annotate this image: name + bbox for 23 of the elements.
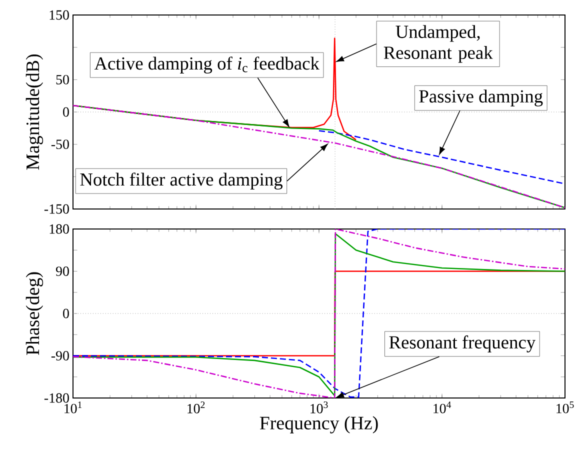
annotation: Resonant frequency <box>389 335 536 352</box>
annotation: Passive damping <box>419 90 543 106</box>
y-tick-label: -90 <box>51 351 69 360</box>
y-tick-label: 150 <box>50 10 69 20</box>
y-tick-label: 50 <box>56 74 69 84</box>
x-axis-title: Frequency (Hz) <box>260 416 378 434</box>
y-axis-title: Phase(deg) <box>26 272 44 356</box>
y-tick-label: 90 <box>56 266 69 276</box>
x-tick-label: 10$^{3}$ <box>310 402 328 414</box>
y-tick-label: -180 <box>44 393 69 403</box>
annotation: Undamped, Resonant peak <box>384 25 493 63</box>
x-tick-label: 10$^{2}$ <box>188 402 205 414</box>
y-tick-label: 0 <box>63 308 69 318</box>
x-tick-label: 10$^{1}$ <box>64 402 82 414</box>
y-tick-label: -150 <box>44 204 69 214</box>
y-tick-label: -50 <box>51 140 69 150</box>
x-tick-label: 10$^{5}$ <box>556 402 574 414</box>
annotation: Notch filter active damping <box>80 172 283 190</box>
x-tick-label: 10$^{4}$ <box>434 402 452 414</box>
y-axis-title: Magnitude(dB) <box>26 54 44 170</box>
annotation: Active damping of i$_{c}$ feedback <box>94 56 320 74</box>
y-tick-label: 180 <box>50 224 69 234</box>
y-tick-label: 0 <box>63 107 69 117</box>
